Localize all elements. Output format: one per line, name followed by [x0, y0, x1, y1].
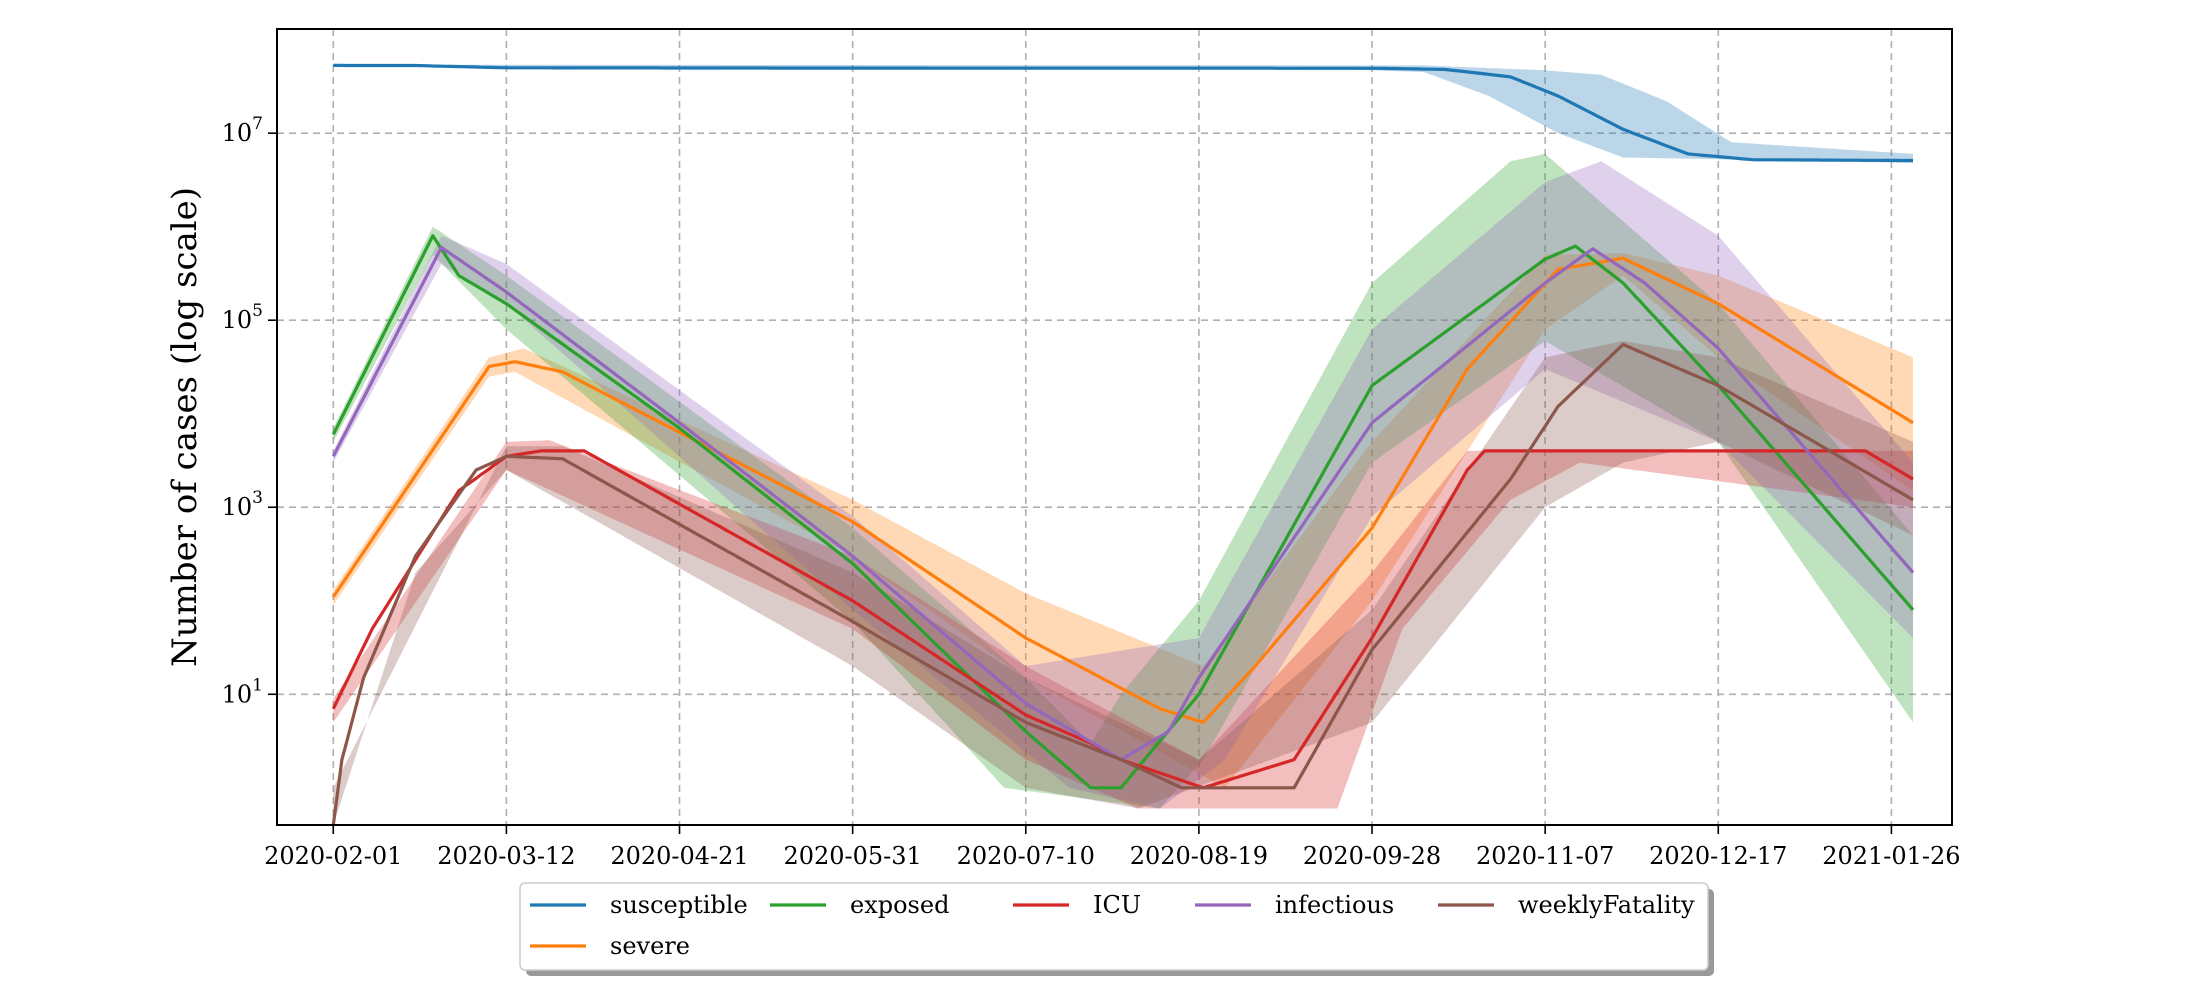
x-tick-label: 2021-01-26 [1822, 842, 1960, 870]
series-line-infectious [331, 245, 1915, 762]
x-tick-label: 2020-09-28 [1303, 842, 1441, 870]
x-tick-label: 2020-08-19 [1130, 842, 1268, 870]
legend: susceptible exposed ICU infectious weeklyFat… [519, 882, 1714, 976]
band-weeklyFatality [333, 341, 1913, 825]
series-line-severe [331, 256, 1914, 724]
band-exposed [333, 153, 1913, 809]
y-axis: 101 103 105 107 [222, 114, 277, 708]
legend-label-susceptible: susceptible [610, 891, 748, 919]
x-tick-label: 2020-02-01 [264, 842, 402, 870]
x-tick-label: 2020-11-07 [1476, 842, 1614, 870]
band-susceptible [333, 64, 1913, 163]
y-tick-label: 103 [222, 488, 263, 521]
x-axis: 2020-02-01 2020-03-12 2020-04-21 2020-05-31… [264, 825, 1961, 870]
legend-label-weeklyFatality: weeklyFatality [1518, 891, 1695, 919]
series-line-susceptible [333, 63, 1913, 163]
x-tick-label: 2020-03-12 [437, 842, 575, 870]
legend-label-severe: severe [610, 932, 690, 960]
axes-frame [276, 28, 1953, 826]
y-axis-label: Number of cases (log scale) [165, 187, 205, 667]
legend-label-ICU: ICU [1093, 891, 1141, 919]
x-tick-label: 2020-04-21 [610, 842, 748, 870]
grid [277, 29, 1952, 825]
plot-area [331, 63, 1915, 825]
x-tick-label: 2020-05-31 [783, 842, 921, 870]
y-tick-label: 101 [222, 675, 263, 708]
series-line-exposed [331, 234, 1915, 790]
legend-label-infectious: infectious [1275, 891, 1394, 919]
y-tick-label: 107 [222, 114, 263, 147]
x-tick-label: 2020-07-10 [957, 842, 1095, 870]
legend-label-exposed: exposed [850, 891, 949, 919]
y-tick-label: 105 [222, 301, 263, 334]
band-infectious [333, 161, 1913, 809]
series-line-weeklyFatality [331, 342, 1914, 825]
x-tick-label: 2020-12-17 [1649, 842, 1787, 870]
band-severe [333, 253, 1913, 788]
